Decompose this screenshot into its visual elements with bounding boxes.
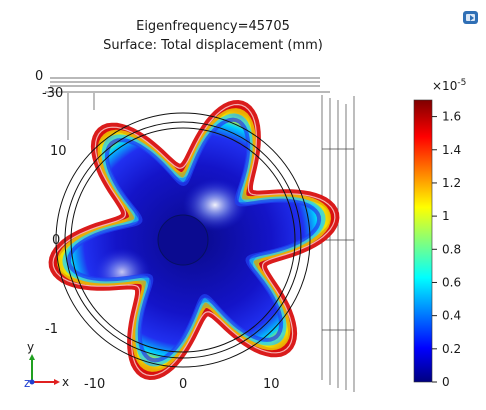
star-outline [52,103,336,377]
colorbar-tick-label: 0 [442,375,450,389]
colorbar-exponent: ×10-5 [432,78,466,93]
colorbar-tick-label: 1 [442,209,450,223]
colorbar-tick-label: 0.6 [442,275,461,289]
axis-ticks: 0 -30 10 0 -1 -10 0 10 [35,69,280,392]
x-tick-10: 10 [263,377,280,392]
y-tick-top-0: 0 [35,69,43,84]
antinode-glow-upper [183,179,247,231]
triad-z-label: z [24,376,30,390]
coordinate-triad: x y z [24,340,69,390]
x-tick-0: 0 [179,377,187,392]
y-tick-minus1: -1 [45,322,58,337]
colorbar: ×10-5 1.6 1.4 1.2 1 0.8 0.6 0.4 0.2 0 [413,78,466,389]
rim-band-3 [66,117,322,363]
colorbar-tick-label: 0.2 [442,342,461,356]
colorbar-tick-label: 1.6 [442,110,461,124]
view-toggle-icon[interactable] [463,11,478,24]
y-tick-minus30: -30 [42,86,63,101]
y-tick-10: 10 [50,144,67,159]
colorbar-tick-group: 1.6 1.4 1.2 1 0.8 0.6 0.4 0.2 0 [432,110,461,389]
rim-band-1 [56,108,332,372]
y-tick-0: 0 [52,233,60,248]
background-grid [45,77,355,392]
reference-circles [55,112,311,368]
plot-title-expression: Surface: Total displacement (mm) [103,38,323,53]
triad-y-label: y [27,340,34,354]
x-tick-minus10: -10 [84,377,105,392]
plot-title-eigenfrequency: Eigenfrequency=45705 [136,19,290,34]
colorbar-tick-label: 1.4 [442,143,461,157]
colorbar-gradient [413,99,433,383]
colorbar-tick-label: 1.2 [442,176,461,190]
triad-x-label: x [62,375,69,389]
colorbar-tick-label: 0.4 [442,309,461,323]
colorbar-tick-label: 0.8 [442,242,461,256]
